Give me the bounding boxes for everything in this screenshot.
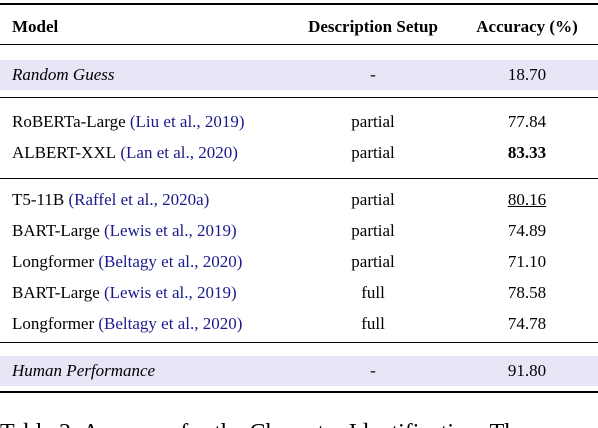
accuracy-cell: 18.70 [507,65,547,84]
citation: (Lan et al., 2020) [120,143,238,162]
citation: (Lewis et al., 2019) [104,221,237,240]
model-name: BART-Large [12,283,100,302]
rule [0,97,598,98]
model-name: T5-11B [12,190,65,209]
accuracy-cell: 78.58 [507,283,547,302]
model-cell: BART-Large (Lewis et al., 2019) [12,221,237,241]
model-name: ALBERT-XXL [12,143,117,162]
setup-cell: partial [351,190,395,209]
accuracy-cell: 91.80 [507,361,547,380]
citation: (Liu et al., 2019) [129,112,245,131]
setup-cell: - [370,65,376,84]
accuracy-cell: 74.78 [507,314,547,333]
accuracy-cell: 71.10 [507,252,547,271]
caption: Table 3: Accuracy for the Character Iden… [0,420,516,428]
setup-cell: partial [351,112,395,131]
setup-cell: partial [351,252,395,271]
accuracy-cell: 77.84 [507,112,547,131]
model-cell: Human Performance [12,361,155,381]
model-cell: T5-11B (Raffel et al., 2020a) [12,190,209,210]
row-shade [0,60,598,90]
model-name: Longformer [12,314,95,333]
setup-cell: full [361,283,385,302]
citation: (Lewis et al., 2019) [104,283,237,302]
setup-cell: partial [351,221,395,240]
model-cell: ALBERT-XXL (Lan et al., 2020) [12,143,238,163]
row-shade [0,356,598,386]
model-cell: Random Guess [12,65,114,85]
rule [0,3,598,5]
citation: (Beltagy et al., 2020) [98,314,243,333]
setup-cell: partial [351,143,395,162]
model-name: Random Guess [12,65,115,84]
header-cell: Model [12,17,59,36]
rule [0,44,598,45]
model-cell: Longformer (Beltagy et al., 2020) [12,252,242,272]
citation: (Beltagy et al., 2020) [98,252,243,271]
accuracy-cell: 80.16 [507,190,547,209]
model-name: Human Performance [12,361,156,380]
header-cell: Accuracy (%) [476,17,578,36]
citation: (Raffel et al., 2020a) [68,190,210,209]
rule [0,391,598,393]
header-cell: Description Setup [308,17,438,36]
setup-cell: - [370,361,376,380]
model-cell: Longformer (Beltagy et al., 2020) [12,314,242,334]
setup-cell: full [361,314,385,333]
model-name: RoBERTa-Large [12,112,126,131]
accuracy-cell: 74.89 [507,221,547,240]
accuracy-cell: 83.33 [507,143,547,162]
model-cell: RoBERTa-Large (Liu et al., 2019) [12,112,245,132]
model-name: BART-Large [12,221,100,240]
model-name: Longformer [12,252,95,271]
rule [0,178,598,179]
rule [0,342,598,343]
model-cell: BART-Large (Lewis et al., 2019) [12,283,237,303]
